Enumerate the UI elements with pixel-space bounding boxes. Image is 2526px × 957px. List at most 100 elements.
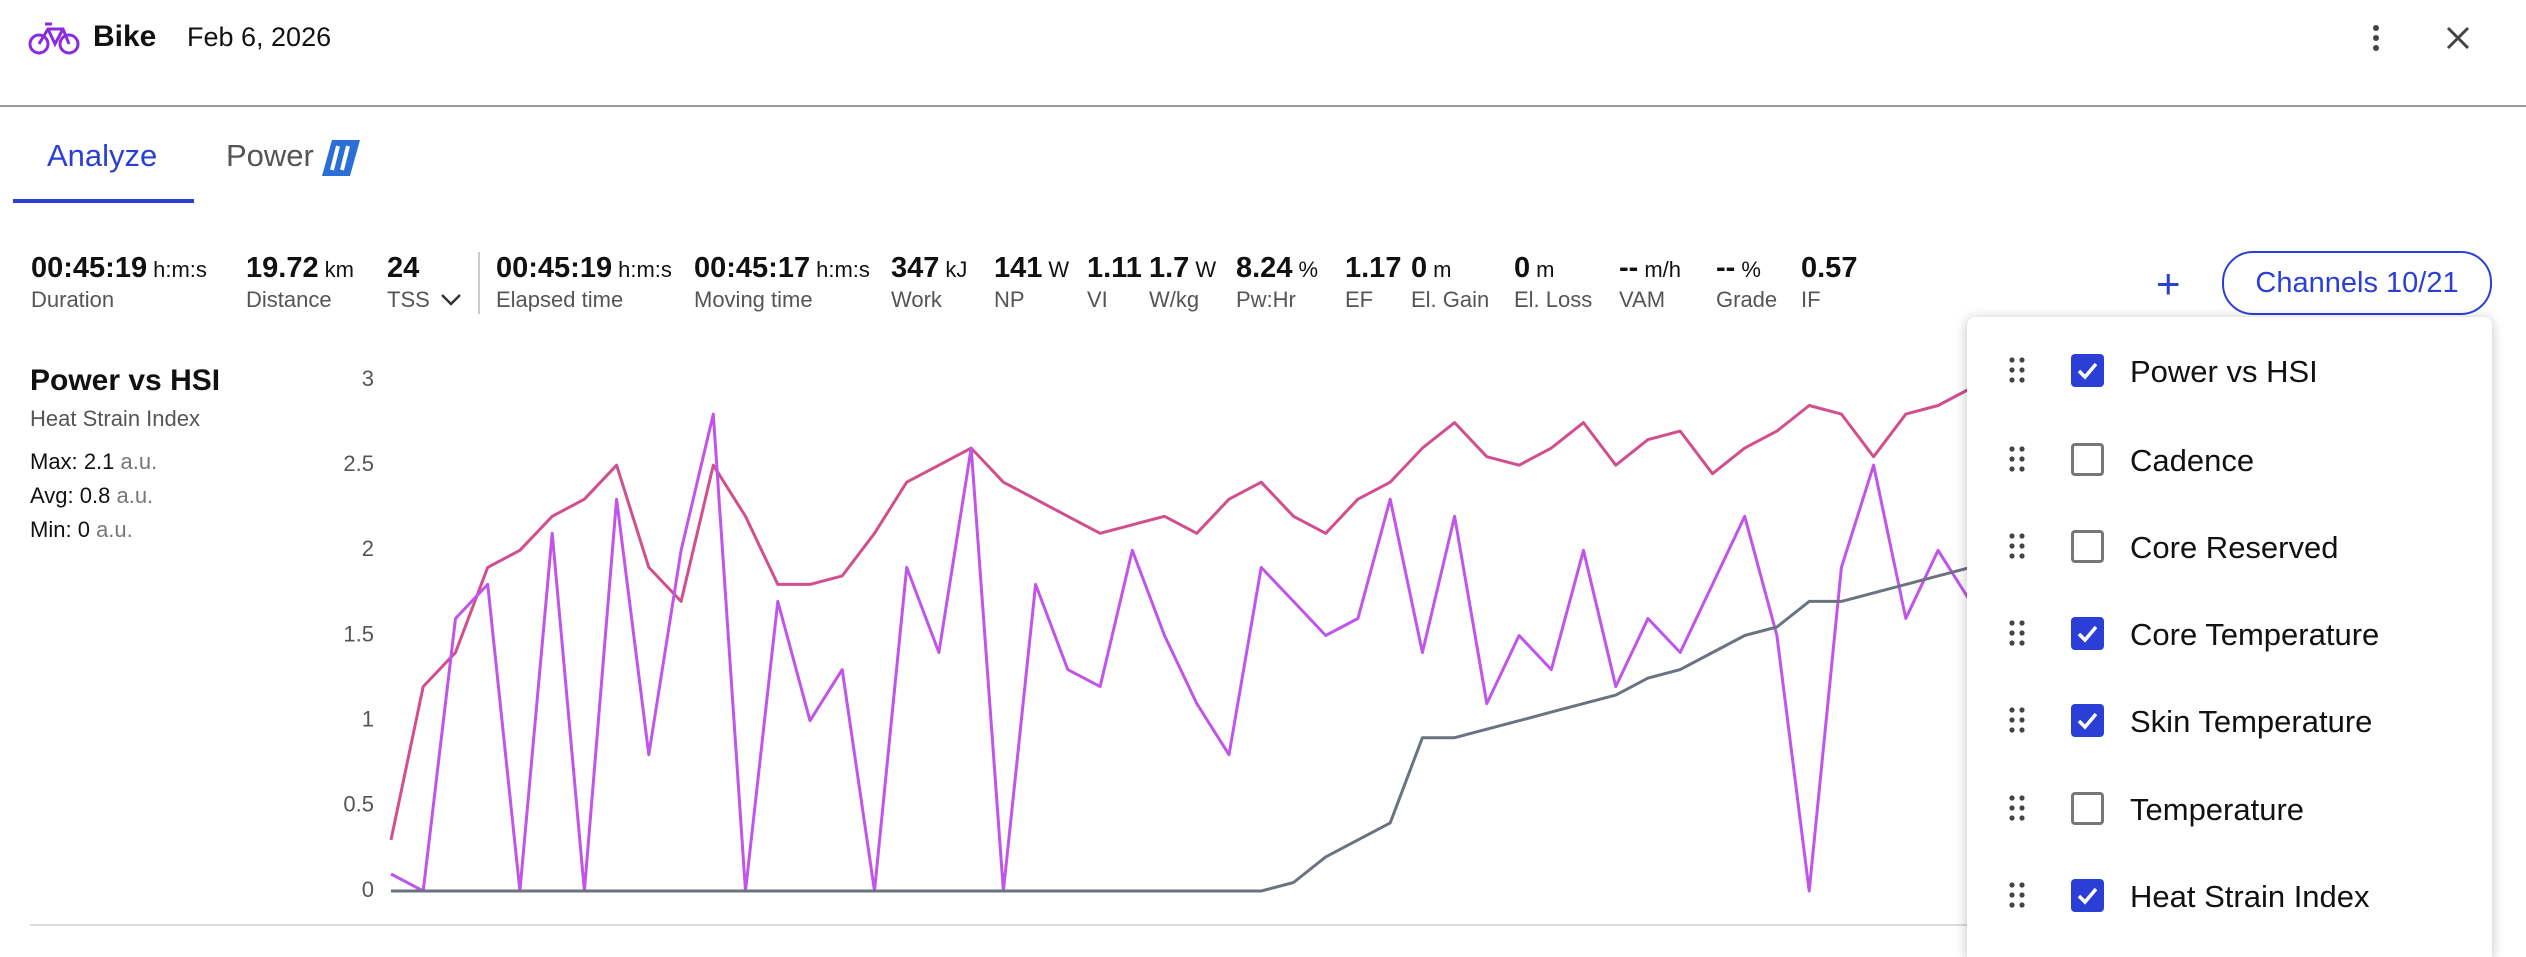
stat-label: NP [994,287,1025,312]
channel-item[interactable]: Cadence [1967,431,2492,491]
stat-unit: h:m:s [153,257,207,282]
dot [2019,533,2025,539]
channels-button[interactable]: Channels 10/21 [2222,251,2492,315]
channel-item[interactable]: Core Temperature [1967,605,2492,665]
dot [2019,892,2025,898]
checkbox[interactable] [2071,617,2104,650]
checkbox[interactable] [2071,354,2104,387]
dot [2019,620,2025,626]
stat-unit: m/h [1644,257,1682,282]
drag-handle[interactable] [2009,356,2025,384]
dot [2009,795,2015,801]
stat-value: -- [1619,252,1639,284]
chevron [440,294,461,306]
stat: 00:45:17 h:m:s Moving time [694,252,870,313]
stat-value: 8.24 [1236,252,1293,284]
channel-item[interactable]: Core Reserved [1967,518,2492,578]
stat-unit: kJ [945,257,968,282]
drag-handle[interactable] [2009,794,2025,822]
drag-handle[interactable] [2009,445,2025,473]
stat-label: VI [1087,287,1108,312]
channel-label: Core Temperature [2130,617,2380,652]
channel-item[interactable]: Temperature [1967,780,2492,840]
check [2077,625,2098,643]
checkbox[interactable] [2071,704,2104,737]
dot [2009,533,2015,539]
checkbox[interactable] [2071,879,2104,912]
drag-handle[interactable] [2009,619,2025,647]
dot [2019,543,2025,549]
dot [2019,805,2025,811]
add-button[interactable]: + [2156,260,2181,307]
channel-label: Temperature [2130,792,2305,827]
dot [2009,466,2015,472]
stat-value: 00:45:19 [31,252,148,284]
dot [2009,902,2015,908]
stat-label: El. Loss [1514,287,1593,312]
drag-handle[interactable] [2009,532,2025,560]
dot [2009,620,2015,626]
summary-unit: a.u. [116,483,154,508]
dot [2009,553,2015,559]
channel-label: Cadence [2130,443,2255,478]
drag-handle[interactable] [2009,881,2025,909]
summary-value: 0 [77,517,90,542]
stat-label: W/kg [1149,287,1200,312]
activity-date: Feb 6, 2026 [187,22,332,52]
stat-unit: % [1741,257,1761,282]
dropdown-chevron[interactable] [440,293,462,307]
stat-label: Elapsed time [496,287,624,312]
dot [2009,815,2015,821]
channel-label: Skin Temperature [2130,704,2373,739]
channel-item[interactable]: Power vs HSI [1967,342,2492,402]
dot [2009,727,2015,733]
stat-unit: h:m:s [618,257,672,282]
check-icon [2077,362,2098,380]
stat: -- m/h VAM [1619,252,1681,313]
stat-unit: W [1195,257,1217,282]
check-icon [2077,712,2098,730]
stat-value: -- [1716,252,1736,284]
y-tick-label: 0.5 [343,792,374,817]
summary-label: Avg: [30,483,74,508]
tab[interactable]: Analyze [47,138,158,173]
stat-label: VAM [1619,287,1666,312]
channel-item[interactable]: Heat Strain Index [1967,867,2492,927]
drag-handle[interactable] [2009,706,2025,734]
summary-value: 0.8 [79,483,111,508]
y-tick-label: 1.5 [343,621,374,646]
stat: 347 kJ Work [891,252,967,313]
tab[interactable]: Power [226,138,314,173]
dot [2009,717,2015,723]
dot [2019,367,2025,373]
dot [2019,357,2025,363]
check-icon [2077,625,2098,643]
checkbox[interactable] [2071,792,2104,825]
checkbox[interactable] [2071,530,2104,563]
dot [2019,553,2025,559]
stat-value: 00:45:17 [694,252,811,284]
stat: 0.57 IF [1801,252,1857,313]
checkbox[interactable] [2071,443,2104,476]
dot [2019,640,2025,646]
dot [2009,446,2015,452]
more-button[interactable] [2366,22,2386,54]
close-button[interactable] [2444,24,2472,52]
stat-value: 0.57 [1801,252,1858,284]
summary-unit: a.u. [96,517,133,542]
channel-label: Heat Strain Index [2130,879,2370,914]
stat: 0 m El. Gain [1411,252,1489,313]
summary-unit: a.u. [120,449,158,474]
stat-value: 0 [1411,252,1428,284]
stat: 19.72 km Distance [246,252,354,313]
stat-label: IF [1801,287,1821,312]
summary-line: Max: 2.1 a.u. [30,449,157,475]
dot [2009,707,2015,713]
stat-value: 1.7 [1149,252,1190,284]
stat-value: 0 [1514,252,1531,284]
channel-item[interactable]: Skin Temperature [1967,692,2492,752]
summary-label: Max: [30,449,78,474]
stat-unit: m [1433,257,1452,282]
check [2077,887,2098,905]
